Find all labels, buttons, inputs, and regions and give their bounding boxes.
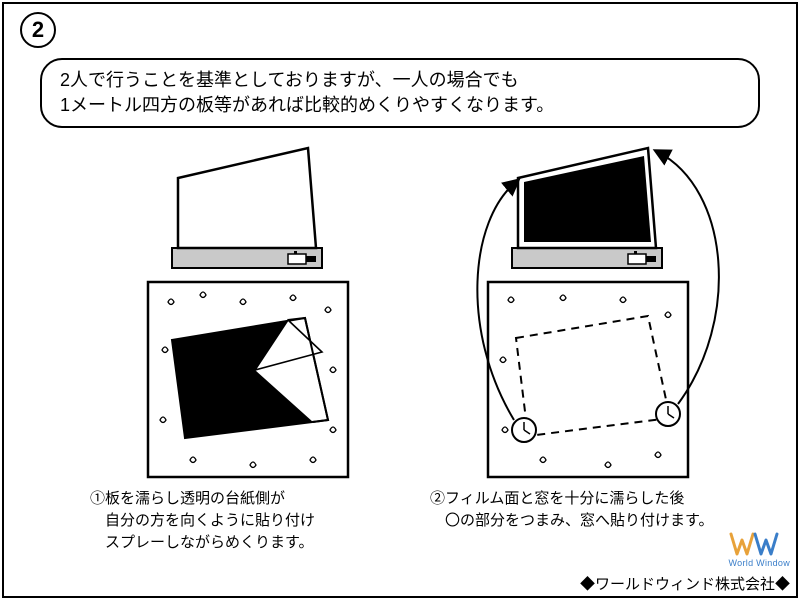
logo-icon xyxy=(729,532,781,558)
diagram-step-2 xyxy=(420,130,760,480)
logo: World Window xyxy=(729,532,790,568)
step-number-text: 2 xyxy=(32,17,44,43)
panel-step-2 xyxy=(420,130,760,480)
diagram-step-1 xyxy=(90,130,390,480)
header-callout: 2人で行うことを基準としておりますが、一人の場合でも 1メートル四方の板等があれ… xyxy=(40,58,760,128)
logo-text: World Window xyxy=(729,558,790,568)
header-line-2: 1メートル四方の板等があれば比較的めくりやすくなります。 xyxy=(60,95,554,115)
step-number-badge: 2 xyxy=(20,12,56,48)
caption-step-1: ①板を濡らし透明の台紙側が 自分の方を向くように貼り付け スプレーしながらめくり… xyxy=(90,488,315,553)
caption-step-2: ②フィルム面と窓を十分に濡らした後 〇の部分をつまみ、窓へ貼り付けます。 xyxy=(430,488,714,532)
company-name: ◆ワールドウィンド株式会社◆ xyxy=(580,573,790,594)
header-line-1: 2人で行うことを基準としておりますが、一人の場合でも xyxy=(60,70,519,90)
panel-step-1 xyxy=(70,130,410,480)
